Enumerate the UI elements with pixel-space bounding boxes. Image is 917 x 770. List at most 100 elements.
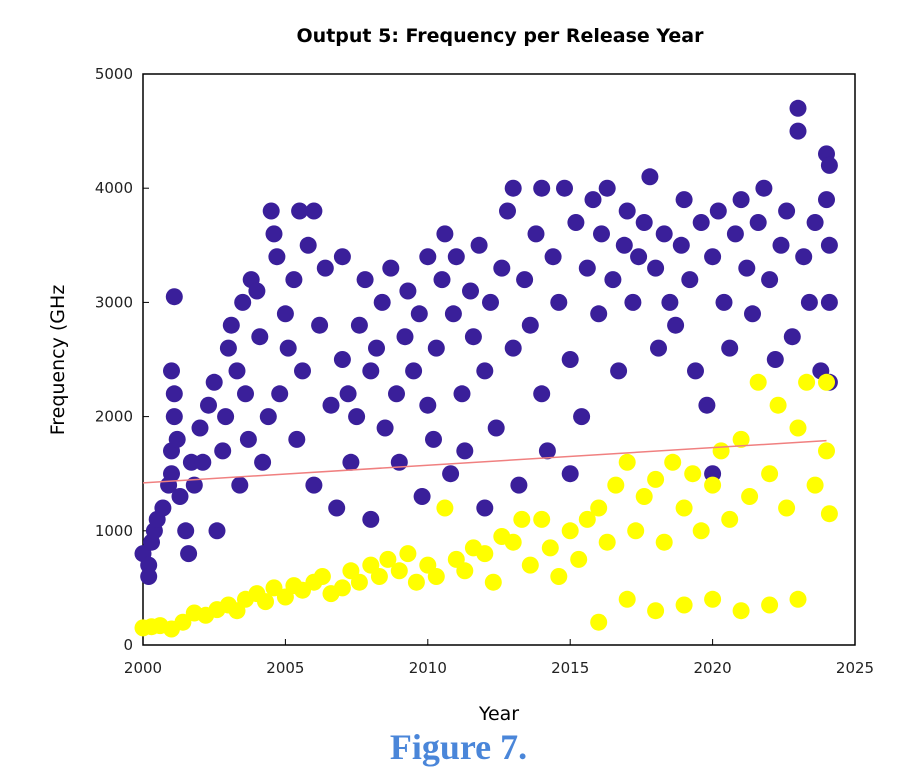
data-point-yellow: [350, 573, 368, 591]
data-point-blue: [163, 465, 180, 483]
data-point-blue: [234, 293, 252, 311]
data-point-blue: [228, 362, 246, 380]
data-point-blue: [194, 453, 212, 471]
data-point-yellow: [550, 568, 568, 585]
data-point-blue: [641, 168, 659, 186]
data-point-yellow: [704, 590, 722, 608]
data-point-yellow: [618, 590, 636, 608]
data-point-yellow: [647, 602, 665, 620]
data-point-blue: [635, 214, 653, 231]
data-point-yellow: [761, 596, 779, 614]
data-point-yellow: [484, 573, 502, 591]
data-point-blue: [294, 362, 311, 380]
data-point-blue: [316, 259, 334, 277]
data-point-yellow: [675, 499, 693, 517]
data-point-blue: [396, 328, 414, 346]
data-point-blue: [661, 293, 679, 311]
y-tick-label: 5000: [95, 65, 133, 83]
x-tick-label: 2025: [836, 659, 874, 677]
data-point-blue: [259, 408, 277, 426]
data-point-blue: [538, 442, 556, 460]
data-point-blue: [578, 259, 596, 277]
data-point-blue: [419, 248, 437, 266]
data-point-blue: [772, 236, 790, 254]
data-point-yellow: [789, 590, 807, 608]
data-point-blue: [333, 351, 351, 368]
data-point-blue: [433, 271, 451, 289]
data-point-blue: [154, 499, 172, 517]
data-point-yellow: [692, 522, 710, 540]
data-point-yellow: [655, 533, 673, 551]
data-point-blue: [171, 488, 189, 505]
data-point-yellow: [704, 476, 722, 494]
figure-caption: Figure 7.: [389, 727, 528, 767]
data-point-blue: [140, 568, 158, 585]
chart: Output 5: Frequency per Release Year 200…: [47, 25, 874, 725]
data-point-blue: [749, 214, 767, 231]
data-point-blue: [333, 248, 351, 266]
data-point-blue: [624, 293, 642, 311]
y-tick-label: 3000: [95, 293, 133, 311]
data-point-yellow: [635, 488, 653, 505]
data-point-yellow: [684, 465, 702, 483]
data-point-yellow: [561, 522, 579, 540]
data-point-blue: [516, 271, 534, 289]
data-point-blue: [322, 396, 340, 414]
data-point-blue: [709, 202, 727, 220]
data-point-yellow: [627, 522, 645, 540]
data-point-blue: [687, 362, 704, 380]
data-point-blue: [251, 328, 269, 346]
data-point-blue: [732, 191, 750, 209]
data-point-blue: [721, 339, 739, 357]
data-point-yellow: [721, 510, 739, 528]
data-point-yellow: [257, 593, 274, 611]
data-point-yellow: [647, 470, 665, 488]
data-point-yellow: [456, 562, 474, 580]
data-point-blue: [279, 339, 297, 357]
data-point-yellow: [741, 488, 759, 505]
data-point-blue: [761, 271, 779, 289]
x-tick-label: 2005: [266, 659, 304, 677]
data-point-blue: [499, 202, 516, 220]
data-point-yellow: [399, 545, 417, 563]
data-point-yellow: [265, 579, 283, 597]
data-point-blue: [342, 453, 360, 471]
data-point-blue: [604, 271, 622, 289]
data-point-blue: [806, 214, 824, 231]
data-point-yellow: [806, 476, 824, 494]
data-point-blue: [425, 430, 442, 448]
data-point-blue: [348, 408, 366, 426]
data-point-blue: [783, 328, 801, 346]
data-point-blue: [504, 179, 522, 197]
data-point-blue: [311, 316, 329, 334]
data-point-blue: [177, 522, 195, 540]
data-point-blue: [647, 259, 665, 277]
data-point-blue: [820, 156, 838, 174]
x-tick-label: 2000: [124, 659, 162, 677]
data-point-blue: [419, 396, 437, 414]
data-point-blue: [168, 430, 186, 448]
chart-title: Output 5: Frequency per Release Year: [297, 25, 705, 47]
data-point-yellow: [504, 533, 522, 551]
data-point-blue: [527, 225, 545, 243]
data-point-yellow: [436, 499, 454, 517]
data-point-yellow: [675, 596, 693, 614]
data-point-blue: [766, 351, 784, 368]
data-point-yellow: [521, 556, 539, 574]
data-point-yellow: [820, 505, 838, 523]
data-point-blue: [165, 288, 183, 306]
data-point-blue: [305, 202, 323, 220]
data-point-blue: [442, 465, 460, 483]
data-point-blue: [510, 476, 528, 494]
data-point-blue: [217, 408, 235, 426]
data-point-yellow: [712, 442, 730, 460]
data-point-blue: [556, 179, 573, 197]
data-point-blue: [214, 442, 232, 460]
data-point-blue: [388, 385, 405, 403]
data-point-blue: [598, 179, 616, 197]
data-point-blue: [573, 408, 591, 426]
data-point-blue: [504, 339, 522, 357]
data-point-blue: [487, 419, 505, 437]
data-point-blue: [436, 225, 454, 243]
data-point-blue: [165, 385, 183, 403]
